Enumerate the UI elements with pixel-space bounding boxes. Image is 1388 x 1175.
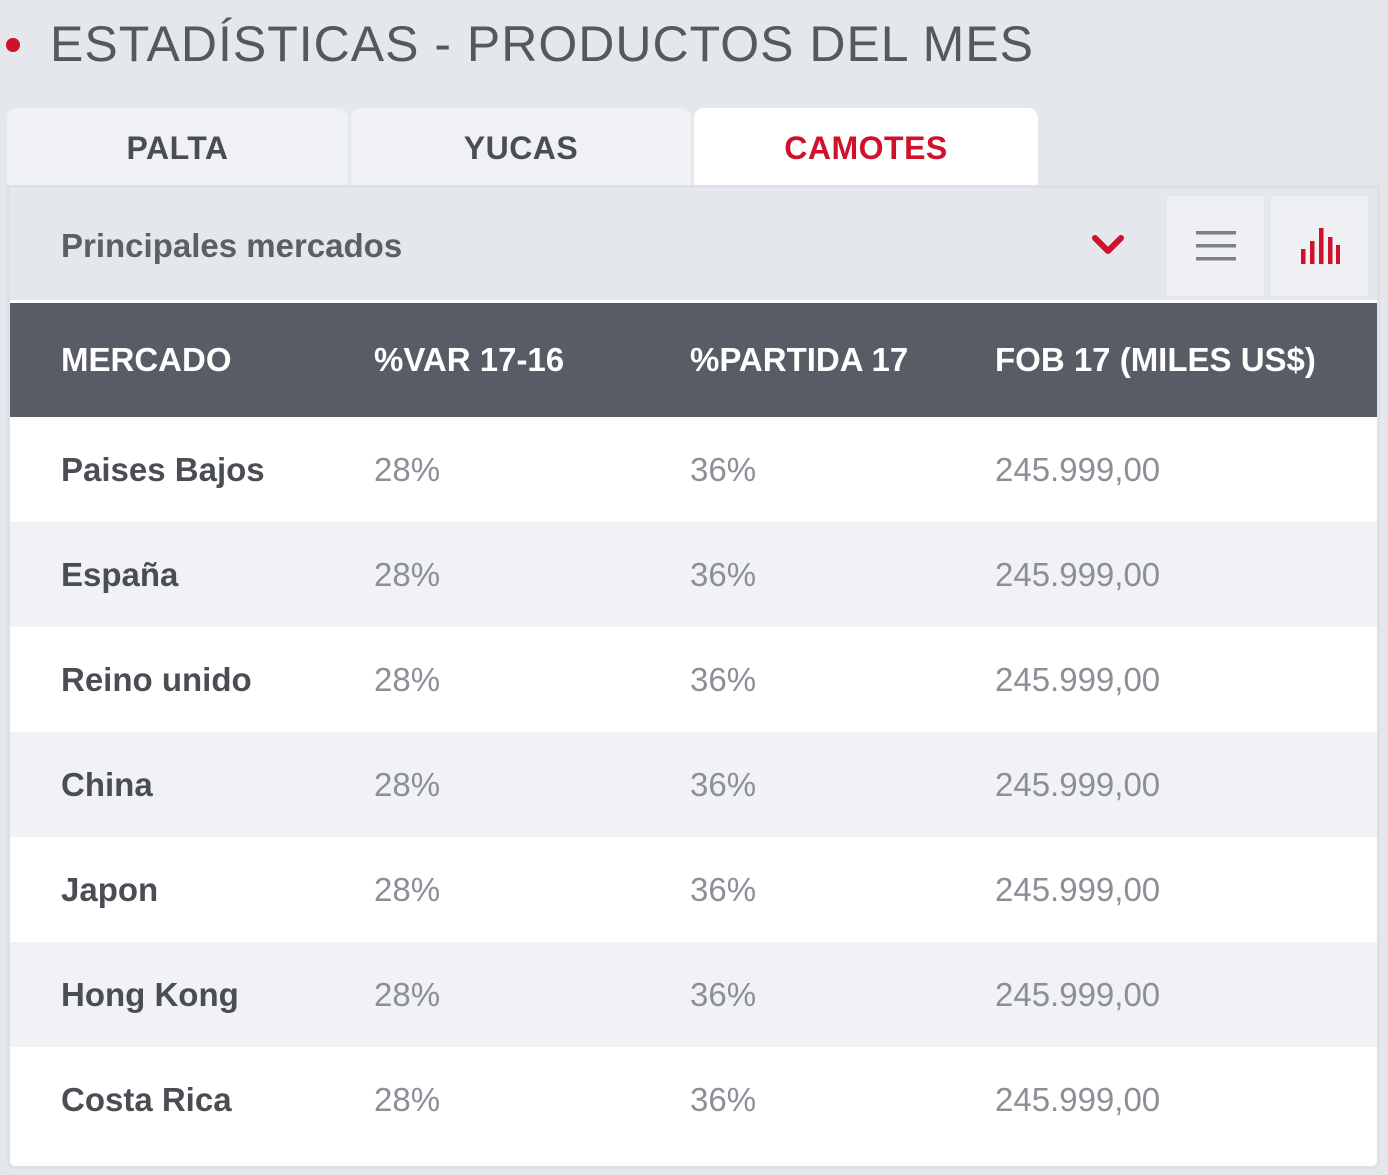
bullet-dot-icon	[6, 38, 20, 52]
var-cell: 28%	[374, 1080, 441, 1118]
table-body: Paises Bajos 28% 36% 245.999,00 España 2…	[10, 417, 1377, 1152]
table-header: MERCADO %VAR 17-16 %PARTIDA 17 FOB 17 (M…	[10, 303, 1377, 417]
list-view-button[interactable]	[1167, 196, 1264, 296]
table-row: Japon 28% 36% 245.999,00	[10, 837, 1377, 942]
partida-cell: 36%	[690, 975, 757, 1013]
market-cell: Reino unido	[61, 660, 252, 698]
column-header-var: %VAR 17-16	[374, 341, 565, 378]
fob-cell: 245.999,00	[995, 975, 1161, 1013]
market-cell: Paises Bajos	[61, 450, 265, 488]
fob-cell: 245.999,00	[995, 660, 1161, 698]
table-row: Paises Bajos 28% 36% 245.999,00	[10, 417, 1377, 522]
table-row: España 28% 36% 245.999,00	[10, 522, 1377, 627]
fob-cell: 245.999,00	[995, 765, 1161, 803]
partida-cell: 36%	[690, 765, 757, 803]
market-cell: China	[61, 765, 153, 803]
page-header: ESTADÍSTICAS - PRODUCTOS DEL MES	[0, 0, 1388, 96]
column-header-mercado: MERCADO	[61, 341, 232, 378]
page-title: ESTADÍSTICAS - PRODUCTOS DEL MES	[50, 16, 1035, 72]
column-header-fob: FOB 17 (MILES US$)	[995, 341, 1316, 378]
column-header-partida: %PARTIDA 17	[690, 341, 909, 378]
panel-toolbar: Principales mercados	[10, 188, 1377, 300]
tab-palta[interactable]: PALTA	[7, 108, 348, 188]
list-icon	[1195, 231, 1236, 261]
fob-cell: 245.999,00	[995, 450, 1161, 488]
market-cell: Hong Kong	[61, 975, 239, 1013]
market-cell: Japon	[61, 870, 159, 908]
market-cell: Costa Rica	[61, 1080, 232, 1118]
var-cell: 28%	[374, 555, 441, 593]
partida-cell: 36%	[690, 870, 757, 908]
var-cell: 28%	[374, 975, 441, 1013]
bar-chart-icon	[1300, 228, 1340, 264]
table-row: Costa Rica 28% 36% 245.999,00	[10, 1047, 1377, 1152]
market-cell: España	[61, 555, 179, 593]
fob-cell: 245.999,00	[995, 870, 1161, 908]
fob-cell: 245.999,00	[995, 555, 1161, 593]
tab-camotes[interactable]: CAMOTES	[694, 108, 1038, 188]
partida-cell: 36%	[690, 555, 757, 593]
chart-view-button[interactable]	[1271, 196, 1368, 296]
table-row: Reino unido 28% 36% 245.999,00	[10, 627, 1377, 732]
tab-yucas[interactable]: YUCAS	[351, 108, 691, 188]
var-cell: 28%	[374, 870, 441, 908]
partida-cell: 36%	[690, 660, 757, 698]
table-row: Hong Kong 28% 36% 245.999,00	[10, 942, 1377, 1047]
var-cell: 28%	[374, 660, 441, 698]
var-cell: 28%	[374, 765, 441, 803]
statistics-panel: Principales mercados MERCADO %VAR 17-16 …	[7, 185, 1380, 1169]
partida-cell: 36%	[690, 450, 757, 488]
var-cell: 28%	[374, 450, 441, 488]
table-row: China 28% 36% 245.999,00	[10, 732, 1377, 837]
market-selector-label[interactable]: Principales mercados	[61, 227, 403, 264]
chevron-down-icon[interactable]	[1090, 230, 1126, 260]
fob-cell: 245.999,00	[995, 1080, 1161, 1118]
partida-cell: 36%	[690, 1080, 757, 1118]
